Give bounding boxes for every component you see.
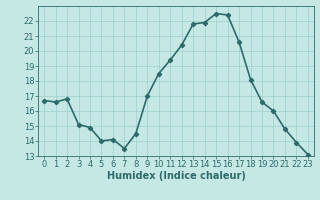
- X-axis label: Humidex (Indice chaleur): Humidex (Indice chaleur): [107, 171, 245, 181]
